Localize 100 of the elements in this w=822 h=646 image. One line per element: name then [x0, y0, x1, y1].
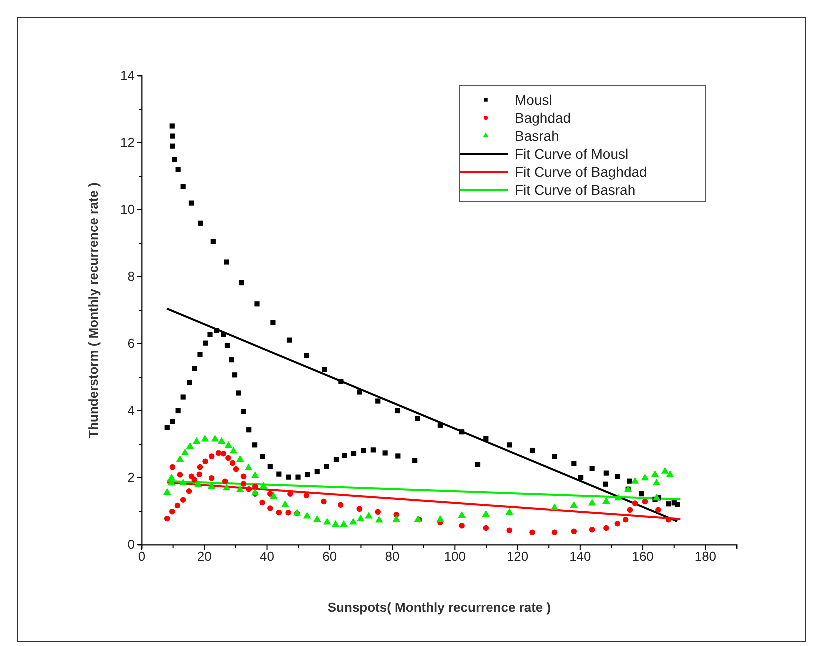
point	[357, 514, 365, 522]
point	[222, 484, 231, 491]
x-tick-label: 20	[197, 549, 212, 564]
point	[365, 512, 373, 519]
point	[356, 506, 363, 512]
y-tick-label: 14	[120, 68, 135, 84]
point	[188, 474, 195, 480]
point	[202, 458, 208, 464]
point	[208, 475, 215, 482]
point	[194, 480, 202, 488]
x-tick-label: 160	[632, 549, 654, 564]
point	[571, 528, 578, 534]
x-tick-label: 60	[322, 549, 338, 564]
point	[375, 509, 381, 516]
legend-label: Fit Curve of Basrah	[515, 182, 636, 198]
x-tick-label: 80	[385, 549, 400, 564]
point	[392, 515, 400, 522]
point	[270, 492, 278, 499]
point	[268, 506, 274, 512]
y-tick-label: 6	[128, 336, 135, 352]
point	[260, 482, 268, 489]
point	[208, 454, 215, 460]
legend-label: Mousl	[515, 92, 552, 108]
point	[340, 520, 348, 528]
point	[260, 500, 266, 506]
point	[350, 518, 358, 525]
point	[376, 516, 384, 523]
point	[186, 488, 192, 494]
x-tick-label: 120	[506, 549, 529, 564]
point	[622, 517, 629, 523]
legend-label: Baghdad	[515, 110, 572, 126]
point	[651, 470, 660, 478]
point	[282, 500, 290, 508]
point	[589, 527, 596, 533]
x-tick-label: 100	[444, 549, 466, 564]
legend-label: Basrah	[515, 128, 560, 144]
point	[482, 510, 490, 518]
legend-label: Fit Curve of Mousl	[515, 146, 629, 162]
x-tick-label: 0	[138, 549, 146, 564]
y-tick-label: 12	[120, 135, 135, 150]
point	[236, 455, 244, 462]
point	[666, 517, 672, 523]
point	[196, 472, 202, 478]
point	[459, 523, 465, 529]
point	[632, 500, 638, 506]
point	[614, 521, 621, 527]
legend-label: Fit Curve of Baghdad	[515, 164, 648, 180]
point	[602, 497, 610, 504]
point	[506, 528, 513, 534]
x-tick-label: 40	[260, 549, 274, 564]
point	[216, 450, 222, 456]
point	[163, 488, 172, 495]
point	[506, 508, 514, 516]
point	[458, 511, 466, 518]
point	[220, 451, 227, 457]
point	[530, 530, 536, 536]
y-tick-label: 4	[128, 403, 135, 418]
point	[230, 460, 236, 466]
point	[224, 441, 233, 448]
point	[251, 472, 260, 478]
point	[666, 470, 674, 478]
point	[604, 525, 610, 532]
point	[652, 494, 661, 501]
point	[588, 498, 596, 506]
point	[570, 501, 578, 508]
point	[627, 507, 634, 514]
point	[222, 478, 228, 485]
point	[192, 437, 201, 444]
point	[652, 478, 661, 486]
x-tick-label: 180	[694, 549, 717, 564]
point	[179, 478, 188, 486]
point	[286, 510, 292, 516]
point	[436, 515, 444, 522]
point	[170, 464, 176, 470]
point	[251, 488, 260, 496]
point	[168, 474, 176, 481]
point	[552, 530, 558, 536]
y-axis-title: Thunderstorm ( Monthly recurrence rate )	[86, 182, 101, 438]
y-tick-label: 0	[128, 537, 135, 552]
point	[233, 466, 240, 472]
point	[321, 498, 327, 505]
point	[661, 467, 670, 474]
point	[170, 508, 176, 515]
point	[614, 494, 622, 501]
point	[201, 435, 210, 442]
point	[181, 448, 190, 456]
x-tick-label: 140	[570, 549, 592, 564]
point	[656, 507, 662, 514]
point	[244, 464, 253, 471]
point	[324, 518, 332, 525]
point	[246, 486, 252, 492]
point	[240, 474, 247, 480]
point	[631, 477, 640, 484]
x-axis-title: Sunspots( Monthly recurrence rate )	[328, 600, 552, 615]
point	[230, 447, 238, 454]
point	[550, 504, 559, 510]
point	[414, 515, 422, 522]
y-tick-label: 2	[128, 470, 135, 486]
point	[303, 512, 312, 519]
point	[313, 515, 322, 522]
